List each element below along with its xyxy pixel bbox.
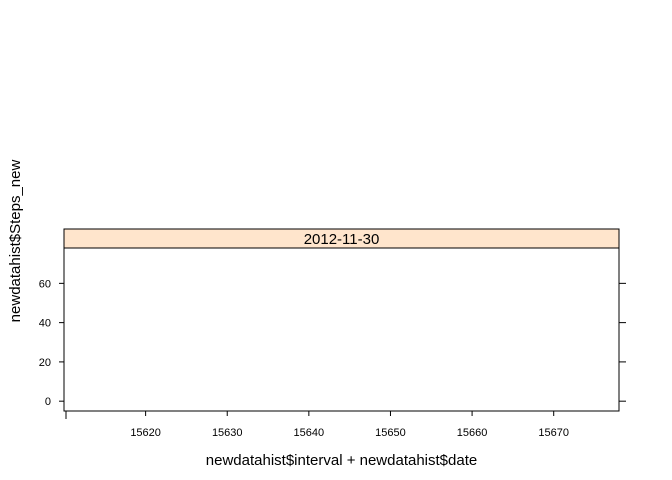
plot-panel [63, 247, 620, 412]
panel-strip-label: 2012-11-30 [304, 231, 380, 248]
y-axis: 0 20 40 60 [39, 278, 626, 408]
x-tick-label: 15640 [294, 427, 325, 439]
x-tick-label: 15660 [457, 427, 488, 439]
x-axis: 15620 15630 15640 15650 15660 15670 [65, 411, 569, 439]
y-tick-label: 20 [39, 357, 51, 369]
y-axis-title: newdatahist$Steps_new [7, 160, 24, 323]
x-axis-title: newdatahist$interval + newdatahist$date [206, 452, 477, 469]
x-tick-label: 15650 [375, 427, 406, 439]
x-tick-label: 15670 [538, 427, 569, 439]
y-tick-label: 60 [39, 278, 51, 290]
y-tick-label: 40 [39, 318, 51, 330]
x-tick-label: 15630 [212, 427, 243, 439]
y-tick-label: 0 [45, 396, 51, 408]
x-tick-label: 15620 [130, 427, 161, 439]
